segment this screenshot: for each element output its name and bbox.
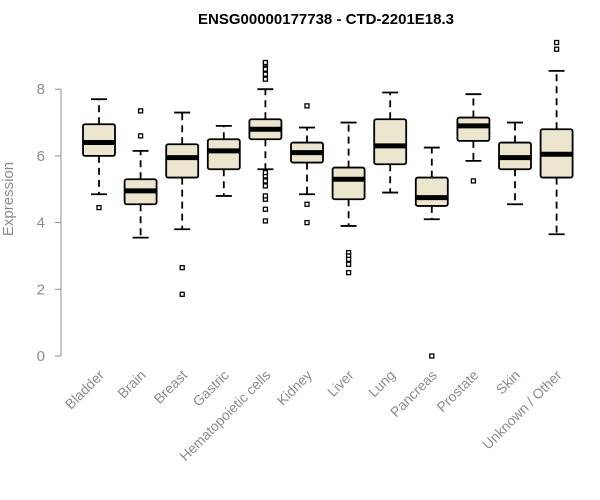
outlier-point — [553, 46, 560, 52]
outlier-point — [429, 353, 435, 359]
iqr-box — [456, 116, 491, 142]
outlier-point — [262, 76, 269, 82]
axes: 0 2 4 6 8 — [37, 81, 62, 365]
y-tick-label: 2 — [37, 281, 45, 298]
outlier-point — [304, 201, 310, 207]
x-tick-label: Lung — [365, 367, 398, 400]
outlier-point — [304, 219, 310, 226]
x-tick-label: Breast — [150, 367, 190, 407]
outlier-point — [345, 256, 352, 262]
box-breast — [165, 111, 200, 297]
outlier-point — [262, 59, 269, 66]
box-bladder — [82, 98, 116, 211]
box-skin — [498, 121, 532, 206]
y-tick-label: 4 — [37, 215, 45, 232]
y-tick-label: 0 — [37, 348, 45, 365]
outlier-point — [262, 206, 269, 212]
chart-title: ENSG00000177738 - CTD-2201E18.3 — [198, 11, 454, 28]
x-tick-label: Prostate — [433, 367, 481, 415]
outlier-point — [262, 193, 269, 199]
box-brain — [123, 108, 158, 239]
outlier-point — [262, 71, 269, 77]
outlier-point — [179, 264, 185, 271]
outlier-point — [553, 39, 560, 46]
box-unknown-other — [539, 39, 574, 236]
outlier-point — [137, 108, 144, 114]
outlier-point — [179, 291, 185, 297]
box-hematopoietic-cells — [248, 59, 283, 224]
iqr-box — [206, 138, 241, 171]
box-kidney — [290, 103, 324, 226]
x-tick-label: Bladder — [62, 367, 108, 413]
box-prostate — [456, 93, 491, 184]
outlier-point — [262, 169, 269, 176]
outlier-point — [137, 133, 144, 139]
outlier-point — [262, 66, 269, 72]
iqr-box — [373, 118, 408, 166]
outlier-point — [262, 183, 269, 189]
outlier-point — [345, 261, 352, 267]
x-tick-label: Brain — [114, 367, 148, 401]
iqr-box — [331, 166, 366, 201]
outlier-point — [262, 178, 269, 184]
box-lung — [373, 91, 408, 194]
y-axis-label: Expression — [0, 162, 17, 236]
x-tick-label: Kidney — [274, 367, 316, 409]
x-tick-label: Unknown / Other — [479, 367, 565, 453]
box-liver — [331, 121, 366, 276]
box-series — [82, 39, 574, 359]
x-tick-label: Liver — [324, 367, 357, 400]
outlier-point — [96, 204, 102, 211]
outlier-point — [262, 218, 269, 224]
iqr-box — [414, 176, 449, 207]
outlier-point — [304, 103, 310, 109]
outlier-point — [345, 269, 352, 276]
iqr-box — [165, 143, 200, 179]
x-tick-label: Skin — [493, 367, 524, 398]
box-gastric — [206, 124, 241, 197]
box-pancreas — [414, 146, 449, 359]
outlier-point — [470, 178, 477, 184]
y-tick-label: 8 — [37, 81, 45, 98]
y-tick-label: 6 — [37, 148, 45, 165]
iqr-box — [82, 123, 116, 157]
